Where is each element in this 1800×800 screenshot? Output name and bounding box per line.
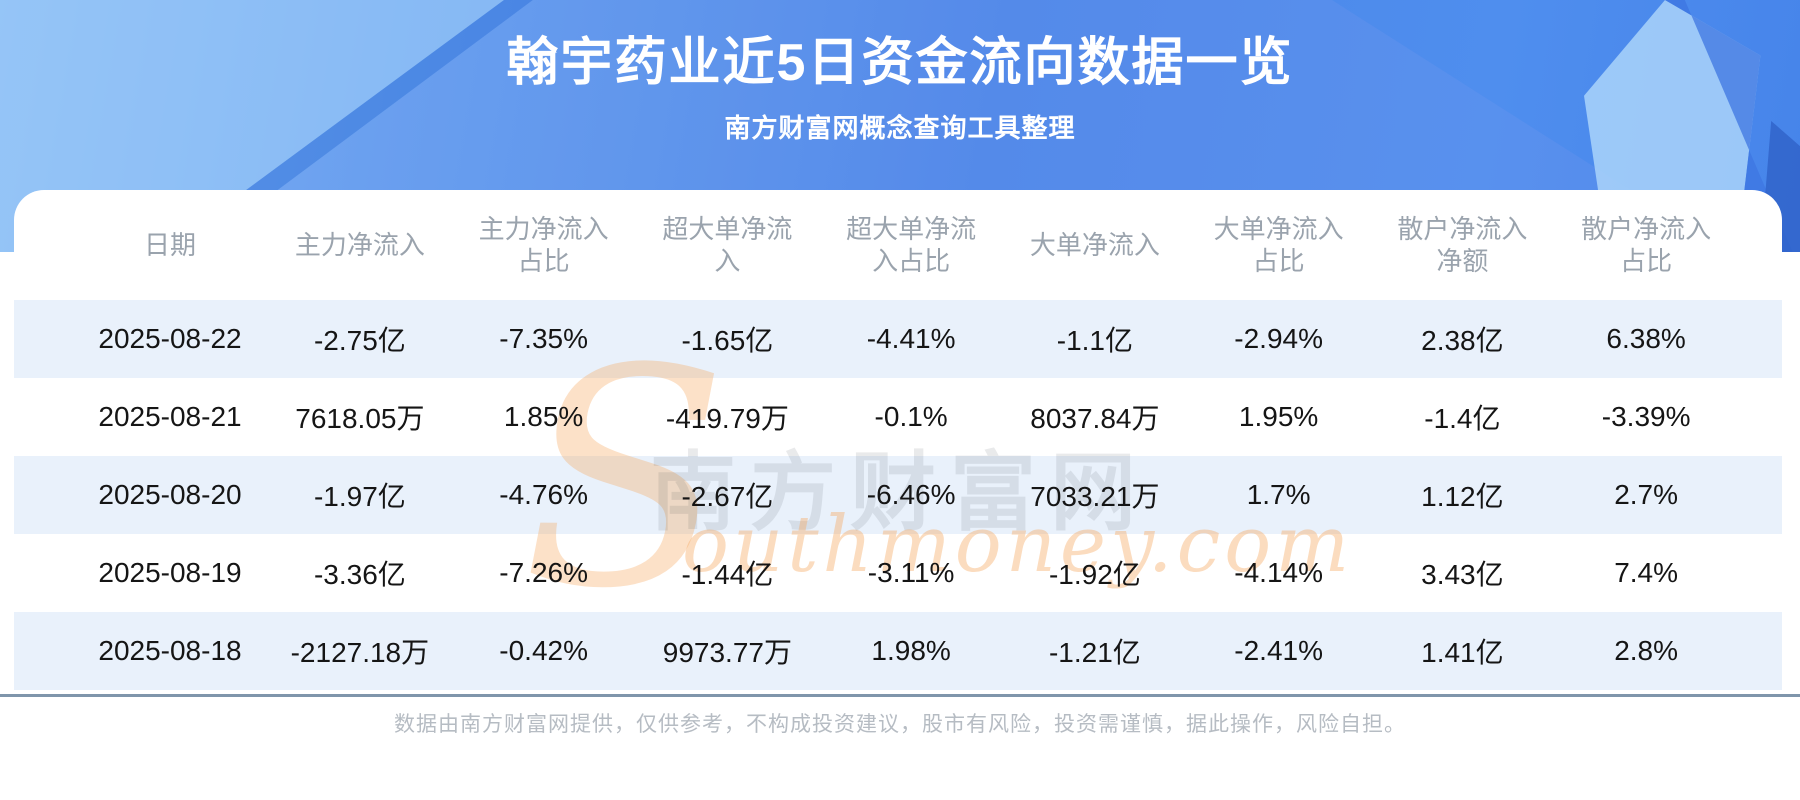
table-row: 2025-08-18 -2127.18万 -0.42% 9973.77万 1.9… <box>14 612 1782 690</box>
table-cell: 1.41亿 <box>1421 637 1504 668</box>
table-cell: -6.46% <box>866 479 956 510</box>
table-cell: -0.42% <box>499 635 588 666</box>
table-cell: 1.98% <box>871 635 951 666</box>
table-cell: -7.26% <box>499 557 588 588</box>
bottom-divider <box>0 694 1800 697</box>
table-cell: 7033.21万 <box>1030 481 1160 512</box>
table-cell: -1.44亿 <box>681 559 774 590</box>
table-cell: -2.67亿 <box>681 481 774 512</box>
table-cell: 7618.05万 <box>295 403 425 434</box>
table-cell: 2025-08-19 <box>98 557 242 588</box>
table-row: 2025-08-21 7618.05万 1.85% -419.79万 -0.1%… <box>14 378 1782 456</box>
table-cell: -3.11% <box>867 557 955 588</box>
page-title: 翰宇药业近5日资金流向数据一览 <box>506 34 1294 92</box>
table-cell: -3.36亿 <box>313 559 406 590</box>
table-cell: -4.41% <box>866 323 956 354</box>
table-cell: 6.38% <box>1606 323 1686 354</box>
table-cell: -4.14% <box>1234 557 1323 588</box>
table-cell: -2.41% <box>1234 635 1323 666</box>
table-cell: -1.97亿 <box>313 481 406 512</box>
table-cell: 3.43亿 <box>1421 559 1504 590</box>
table-cell: 2025-08-21 <box>98 401 242 432</box>
table-cell: -7.35% <box>499 323 588 354</box>
table-cell: -1.92亿 <box>1048 559 1141 590</box>
table-header-row: 日期 主力净流入 主力净流入 占比 超大单净流 入 超大单净流 入占比 大单净流… <box>14 190 1782 300</box>
table-cell: -2127.18万 <box>290 637 430 668</box>
column-header-main-net-inflow: 主力净流入 <box>294 229 425 260</box>
table-cell: -0.1% <box>874 401 948 432</box>
column-header-retail-net-inflow: 散户净流入 净额 <box>1397 213 1528 277</box>
column-header-large-net-inflow-ratio: 大单净流入 占比 <box>1213 213 1344 277</box>
disclaimer-text: 数据由南方财富网提供，仅供参考，不构成投资建议，股市有风险，投资需谨慎，据此操作… <box>394 713 1406 736</box>
table-cell: -3.39% <box>1601 401 1691 432</box>
table-cell: -1.65亿 <box>681 325 774 356</box>
table-cell: -1.1亿 <box>1056 325 1133 356</box>
page-subtitle: 南方财富网概念查询工具整理 <box>724 113 1076 143</box>
table-cell: 7.4% <box>1614 557 1679 588</box>
table-cell: -1.21亿 <box>1048 637 1141 668</box>
column-header-date: 日期 <box>143 229 196 260</box>
table-cell: -4.76% <box>499 479 588 510</box>
table-cell: 1.85% <box>503 401 584 432</box>
table-cell: 2025-08-22 <box>98 323 242 354</box>
column-header-main-net-inflow-ratio: 主力净流入 占比 <box>478 213 609 277</box>
table-cell: -1.4亿 <box>1424 403 1501 434</box>
table-cell: 9973.77万 <box>662 637 792 668</box>
table-cell: 2.38亿 <box>1421 325 1504 356</box>
table-cell: 2.8% <box>1614 635 1679 666</box>
table-cell: 2.7% <box>1614 479 1679 510</box>
table-row: 2025-08-19 -3.36亿 -7.26% -1.44亿 -3.11% -… <box>14 534 1782 612</box>
column-header-retail-net-inflow-ratio: 散户净流入 占比 <box>1581 213 1712 277</box>
table-cell: 1.7% <box>1246 479 1311 510</box>
table-cell: 1.12亿 <box>1421 481 1504 512</box>
data-table-card: 日期 主力净流入 主力净流入 占比 超大单净流 入 超大单净流 入占比 大单净流… <box>14 190 1782 694</box>
table-cell: 2025-08-20 <box>98 479 242 510</box>
table-cell: -2.94% <box>1234 323 1323 354</box>
table-row: 2025-08-22 -2.75亿 -7.35% -1.65亿 -4.41% -… <box>14 300 1782 378</box>
table-cell: 2025-08-18 <box>98 635 242 666</box>
table-cell: 8037.84万 <box>1030 403 1160 434</box>
table-row: 2025-08-20 -1.97亿 -4.76% -2.67亿 -6.46% 7… <box>14 456 1782 534</box>
column-header-large-net-inflow: 大单净流入 <box>1029 229 1160 260</box>
table-cell: -2.75亿 <box>313 325 406 356</box>
column-header-super-large-net-inflow-ratio: 超大单净流 入占比 <box>846 213 977 277</box>
table-cell: 1.95% <box>1238 401 1319 432</box>
column-header-super-large-net-inflow: 超大单净流 入 <box>662 213 793 277</box>
table-cell: -419.79万 <box>665 403 789 434</box>
